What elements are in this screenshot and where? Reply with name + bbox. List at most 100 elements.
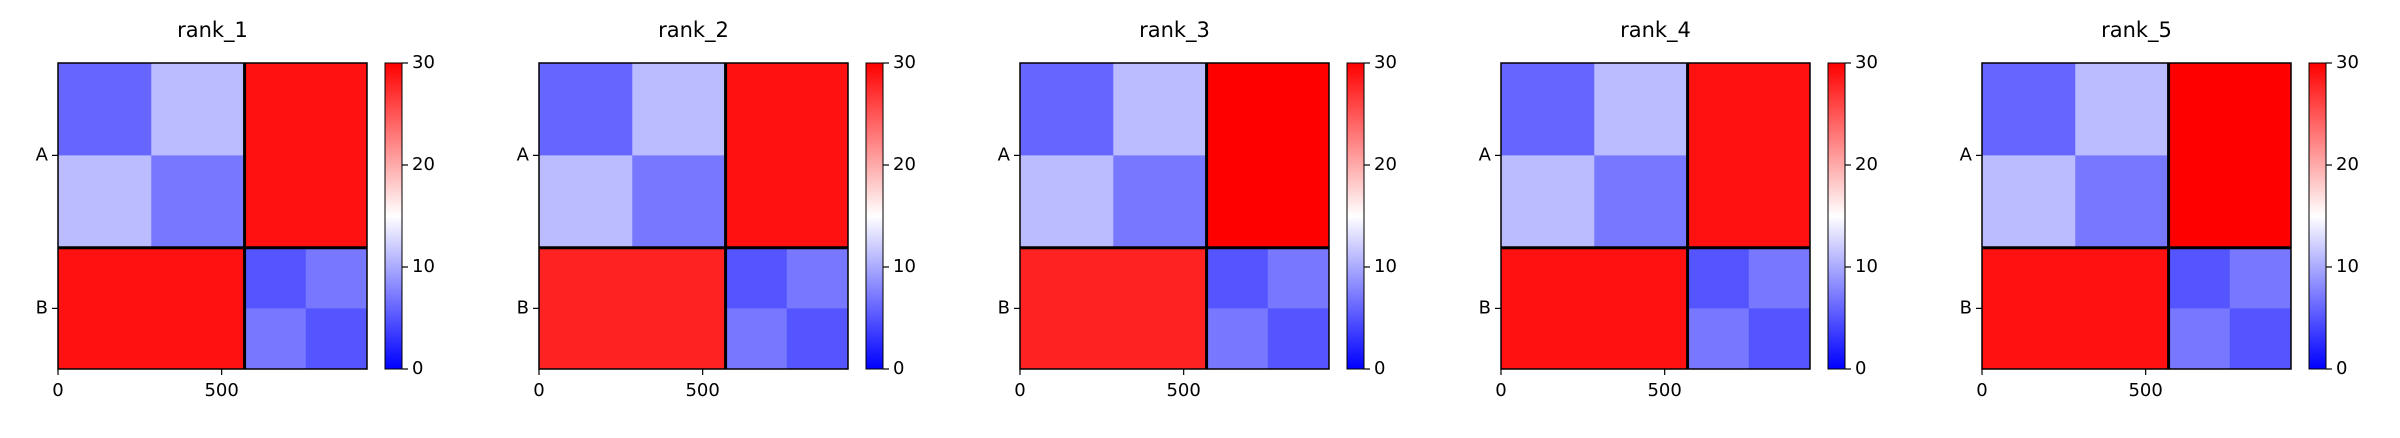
x-tick-label: 0 — [1976, 380, 1987, 401]
heatmap-cell — [1501, 247, 1595, 309]
colorbar-tick-label: 0 — [2336, 358, 2347, 379]
heatmap-cell — [151, 155, 246, 249]
colorbar-tick-label: 10 — [893, 256, 916, 277]
heatmap-cell — [1113, 155, 1208, 249]
heatmap-cell — [305, 308, 368, 370]
x-tick-label: 0 — [1495, 380, 1506, 401]
x-tick-label: 0 — [1014, 380, 1025, 401]
x-tick-label: 500 — [1647, 380, 1681, 401]
heatmap-cell — [244, 247, 307, 309]
colorbar — [865, 62, 884, 370]
heatmap-cell — [244, 63, 307, 156]
x-tick-label: 500 — [1166, 380, 1200, 401]
heatmap-cell — [244, 155, 307, 249]
plot-frame — [1981, 62, 2292, 370]
heatmap-cell — [58, 63, 152, 156]
heatmap-cell — [725, 155, 788, 249]
heatmap-cell — [1982, 308, 2076, 370]
heatmap-cell — [1020, 63, 1114, 156]
heatmap-cell — [786, 308, 849, 370]
panel-title: rank_2 — [658, 18, 729, 43]
heatmap-cell — [1206, 247, 1269, 309]
heatmap-cell — [2075, 247, 2170, 309]
heatmap-cell — [539, 308, 633, 370]
colorbar — [1346, 62, 1365, 370]
heatmap-cell — [632, 155, 727, 249]
heatmap-cell — [1501, 308, 1595, 370]
heatmap-cell — [1594, 155, 1689, 249]
colorbar — [2308, 62, 2327, 370]
heatmap-cell — [2075, 308, 2170, 370]
heatmap-cell — [2229, 63, 2292, 156]
x-tick-label: 0 — [52, 380, 63, 401]
panel: rank_5 0 500 A B 0 10 20 30 — [1960, 18, 2359, 401]
heatmap-cell — [2168, 63, 2231, 156]
heatmap-cell — [2229, 155, 2292, 249]
heatmap-cell — [305, 63, 368, 156]
heatmap-cell — [1748, 63, 1811, 156]
colorbar-tick-label: 20 — [1855, 154, 1878, 175]
heatmap-cell — [58, 155, 152, 249]
y-tick-label: B — [517, 297, 529, 318]
colorbar-tick-label: 30 — [1374, 52, 1397, 73]
colorbar-tick-label: 20 — [893, 154, 916, 175]
heatmap-cell — [786, 63, 849, 156]
colorbar-tick-label: 10 — [1374, 256, 1397, 277]
heatmap-cell — [2075, 63, 2170, 156]
heatmap-cell — [1206, 63, 1269, 156]
heatmap-cell — [1501, 155, 1595, 249]
heatmap-cell — [1206, 155, 1269, 249]
heatmap-cell — [1748, 308, 1811, 370]
plot-frame — [57, 62, 368, 370]
colorbar-tick-label: 0 — [893, 358, 904, 379]
panel-title: rank_5 — [2101, 18, 2172, 43]
heatmap-cell — [1687, 155, 1750, 249]
colorbar-tick-label: 30 — [1855, 52, 1878, 73]
heatmap-cell — [2168, 247, 2231, 309]
heatmap-cell — [2229, 247, 2292, 309]
colorbar-tick-label: 0 — [1374, 358, 1385, 379]
panel: rank_2 0 500 A B 0 10 20 30 — [517, 18, 916, 401]
heatmap-cell — [58, 308, 152, 370]
colorbar-tick-label: 20 — [1374, 154, 1397, 175]
heatmap-cell — [539, 247, 633, 309]
heatmap-cell — [1020, 308, 1114, 370]
heatmap-cell — [1594, 308, 1689, 370]
heatmap-cell — [1267, 63, 1330, 156]
heatmap-cell — [1020, 155, 1114, 249]
colorbar-tick-label: 0 — [1855, 358, 1866, 379]
plot-frame — [538, 62, 849, 370]
heatmap-cell — [725, 247, 788, 309]
heatmap-cell — [305, 247, 368, 309]
y-tick-label: A — [36, 144, 49, 165]
heatmap-cell — [1982, 247, 2076, 309]
heatmap-cell — [1982, 155, 2076, 249]
plot-frame — [1019, 62, 1330, 370]
colorbar-tick-label: 30 — [412, 52, 435, 73]
x-tick-label: 500 — [685, 380, 719, 401]
colorbar-tick-label: 20 — [2336, 154, 2359, 175]
colorbar-tick-label: 30 — [893, 52, 916, 73]
y-tick-label: B — [1479, 297, 1491, 318]
colorbar — [384, 62, 403, 370]
panel-title: rank_4 — [1620, 18, 1691, 43]
heatmap-cell — [1748, 155, 1811, 249]
heatmap-cell — [1687, 63, 1750, 156]
x-tick-label: 500 — [2128, 380, 2162, 401]
heatmap-cell — [539, 63, 633, 156]
heatmap-cell — [1020, 247, 1114, 309]
y-tick-label: A — [998, 144, 1011, 165]
heatmap-cell — [305, 155, 368, 249]
heatmap-cell — [1113, 308, 1208, 370]
heatmap-cell — [1982, 63, 2076, 156]
heatmap-cell — [1113, 247, 1208, 309]
panel-title: rank_1 — [177, 18, 248, 43]
heatmap-cell — [1594, 63, 1689, 156]
heatmap-cell — [632, 247, 727, 309]
heatmap-cell — [244, 308, 307, 370]
heatmap-cell — [58, 247, 152, 309]
heatmap-cell — [1594, 247, 1689, 309]
heatmap-cell — [1113, 63, 1208, 156]
plot-frame — [1500, 62, 1811, 370]
